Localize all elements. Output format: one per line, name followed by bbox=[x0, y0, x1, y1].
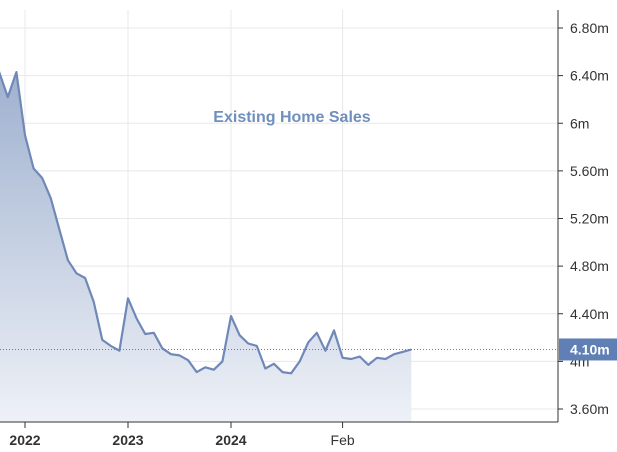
y-tick-label: 5.20m bbox=[570, 211, 609, 227]
y-tick-label: 3.60m bbox=[570, 401, 609, 417]
y-tick-label: 4.40m bbox=[570, 306, 609, 322]
y-tick-label: 6m bbox=[570, 115, 589, 131]
x-tick-label: 2024 bbox=[215, 432, 246, 448]
y-tick-label: 6.40m bbox=[570, 68, 609, 84]
chart-title: Existing Home Sales bbox=[213, 109, 370, 126]
y-tick-label: 4.80m bbox=[570, 258, 609, 274]
series-area-fill bbox=[0, 72, 412, 422]
last-value-label: 4.10m bbox=[570, 341, 610, 357]
y-tick-label: 5.60m bbox=[570, 163, 609, 179]
series-line bbox=[0, 71, 412, 375]
last-value-badge bbox=[559, 338, 617, 361]
x-tick-label: 2022 bbox=[9, 432, 40, 448]
x-tick-label: 2023 bbox=[112, 432, 143, 448]
x-tick-label: Feb bbox=[331, 432, 355, 448]
y-tick-label: 6.80m bbox=[570, 20, 609, 36]
